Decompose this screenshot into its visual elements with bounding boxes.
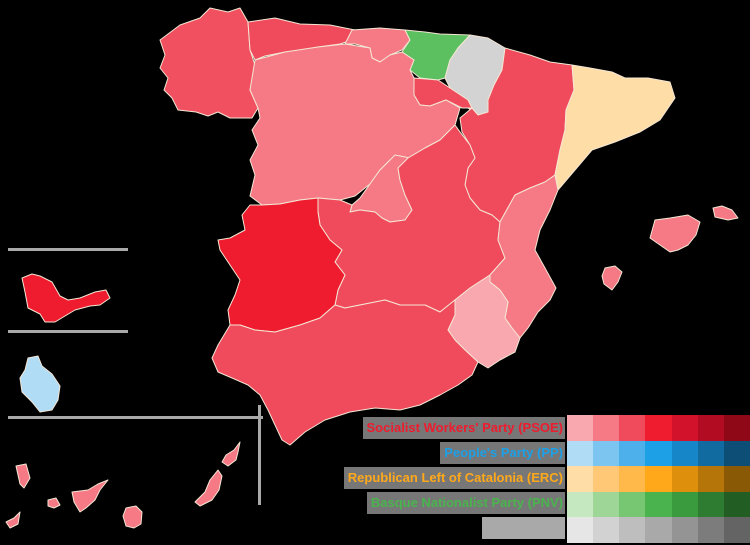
swatch-pp-6 (697, 440, 724, 467)
swatch-psoe-6 (697, 415, 724, 441)
region-canary-gran-canaria[interactable] (122, 505, 143, 529)
legend-label-psoe: Socialist Workers' Party (PSOE) (362, 417, 565, 439)
region-catalonia[interactable] (554, 64, 676, 191)
swatch-tie-6 (697, 517, 724, 543)
swatch-erc-5 (671, 466, 698, 492)
legend-row-pp: People's Party (PP) (440, 442, 565, 464)
region-ceuta[interactable] (21, 273, 111, 323)
swatch-pp-3 (619, 440, 646, 467)
swatch-pp-7 (723, 440, 750, 467)
inset-frame-bottom (8, 416, 263, 419)
swatch-erc-7 (723, 466, 750, 492)
region-melilla[interactable] (19, 355, 61, 413)
swatch-psoe-2 (593, 415, 620, 441)
swatch-erc-6 (697, 466, 724, 492)
swatch-psoe-4 (645, 415, 672, 441)
legend-label-erc: Republican Left of Catalonia (ERC) (343, 467, 565, 489)
swatch-pp-5 (671, 440, 698, 467)
swatch-pnv-2 (593, 491, 620, 518)
region-andalusia[interactable] (211, 299, 479, 446)
legend-swatch-grid (567, 415, 750, 543)
legend-row-pnv: Basque Nationalist Party (PNV) (366, 492, 565, 514)
swatch-tie-2 (593, 517, 620, 543)
swatch-psoe-1 (567, 415, 594, 441)
swatch-pnv-1 (567, 491, 594, 518)
swatch-pnv-4 (645, 491, 672, 518)
swatch-pp-4 (645, 440, 672, 467)
region-balearic-mallorca[interactable] (649, 214, 701, 253)
region-canary-fuerteventura[interactable] (194, 469, 223, 507)
swatch-erc-1 (567, 466, 594, 492)
swatch-psoe-3 (619, 415, 646, 441)
legend: Socialist Workers' Party (PSOE) People's… (0, 415, 750, 545)
region-balearic-ibiza[interactable] (601, 265, 623, 291)
region-balearic-menorca[interactable] (712, 205, 739, 221)
legend-label-pp: People's Party (PP) (440, 442, 565, 464)
swatch-tie-1 (567, 517, 594, 543)
region-canary-tenerife[interactable] (71, 479, 109, 513)
region-galicia[interactable] (159, 7, 259, 119)
swatch-pp-2 (593, 440, 620, 467)
swatch-psoe-5 (671, 415, 698, 441)
region-canary-lanzarote[interactable] (221, 441, 241, 467)
swatch-pnv-7 (723, 491, 750, 518)
swatch-pnv-5 (671, 491, 698, 518)
inset-frame-vertical (258, 405, 261, 505)
legend-label-pnv: Basque Nationalist Party (PNV) (366, 492, 565, 514)
swatch-tie-4 (645, 517, 672, 543)
swatch-tie-5 (671, 517, 698, 543)
legend-row-tie: No data / Tie (481, 517, 565, 539)
region-canary-la-palma[interactable] (15, 463, 31, 489)
inset-frame-top (8, 248, 128, 251)
swatch-tie-3 (619, 517, 646, 543)
swatch-tie-7 (723, 517, 750, 543)
swatch-pp-1 (567, 440, 594, 467)
region-canary-la-gomera[interactable] (47, 497, 61, 509)
swatch-psoe-7 (723, 415, 750, 441)
legend-row-erc: Republican Left of Catalonia (ERC) (343, 467, 565, 489)
legend-row-psoe: Socialist Workers' Party (PSOE) (362, 417, 565, 439)
legend-label-tie: No data / Tie (481, 517, 565, 539)
swatch-pnv-3 (619, 491, 646, 518)
swatch-pnv-6 (697, 491, 724, 518)
region-valencia[interactable] (489, 174, 559, 339)
swatch-erc-2 (593, 466, 620, 492)
region-canary-el-hierro[interactable] (5, 511, 21, 529)
inset-frame-middle (8, 330, 128, 333)
swatch-erc-4 (645, 466, 672, 492)
swatch-erc-3 (619, 466, 646, 492)
